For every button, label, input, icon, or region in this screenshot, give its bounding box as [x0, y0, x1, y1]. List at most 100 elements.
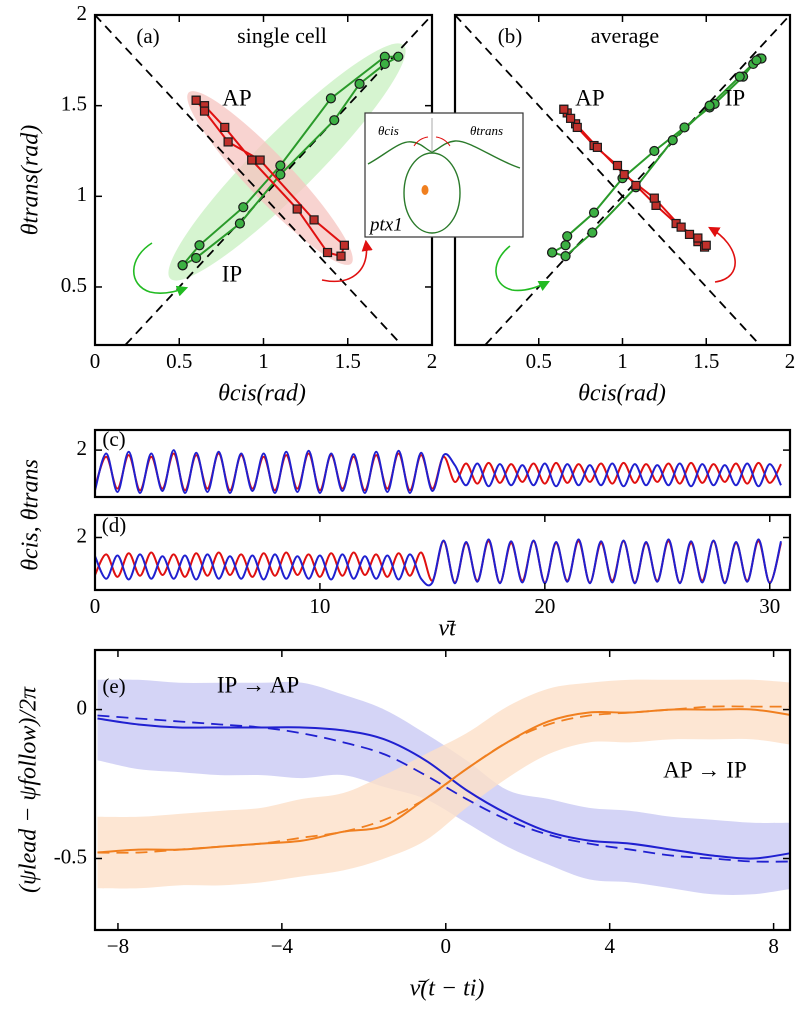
inset-frame: [364, 112, 524, 238]
marker: [679, 122, 690, 133]
marker: [322, 247, 333, 258]
axes-frame: [93, 648, 792, 932]
marker: [309, 215, 319, 225]
y-tick-label: 1: [77, 182, 88, 206]
inset-label: θcis: [378, 123, 399, 138]
ip-arrow: [133, 242, 189, 297]
loop-line: [181, 55, 399, 267]
line: [95, 538, 782, 587]
x-tick-label: 2: [785, 349, 796, 373]
marker: [325, 93, 336, 104]
x-axis-label: ν̄(t − ti): [410, 976, 485, 1002]
inset-label: θtrans: [470, 123, 503, 138]
ap-arrow: [708, 226, 736, 283]
series-label: AP: [575, 85, 604, 110]
marker: [194, 240, 205, 251]
panel-label: (a): [136, 24, 159, 48]
marker: [649, 193, 659, 203]
eyespot: [421, 185, 429, 195]
marker: [631, 180, 641, 191]
y-axis-label: (ψlead − ψfollow)/2π: [16, 686, 42, 893]
marker: [191, 95, 201, 105]
panel: [97, 679, 790, 895]
x-tick-label: 1: [258, 349, 269, 373]
series-label: IP → AP: [217, 672, 299, 697]
marker: [379, 58, 390, 70]
x-tick-label: 1: [617, 349, 628, 373]
fit-line: [97, 714, 790, 863]
series-label: AP: [222, 85, 251, 110]
series-label: AP → IP: [663, 757, 747, 782]
marker: [547, 247, 558, 258]
panel-label: (b): [498, 24, 523, 48]
cell: [403, 152, 461, 234]
marker: [565, 113, 576, 123]
marker: [275, 160, 286, 171]
x-tick-label: 20: [534, 594, 555, 618]
x-tick-label: 1.5: [335, 349, 361, 373]
marker: [292, 204, 302, 214]
y-tick-label: 2: [77, 1, 88, 25]
marker: [329, 115, 340, 126]
x-tick-label: 10: [309, 594, 330, 618]
marker: [275, 169, 286, 180]
marker: [339, 240, 349, 250]
marker: [667, 135, 678, 146]
axes-frame: [93, 513, 792, 592]
y-tick-label: 2: [77, 436, 88, 460]
series-label: IP: [725, 85, 745, 110]
y-axis-label: θcis, θtrans: [18, 459, 44, 571]
ap-arrow: [321, 239, 373, 283]
panel: [95, 15, 432, 345]
x-tick-label: −4: [271, 934, 294, 958]
panel-label: (c): [102, 427, 125, 451]
marker: [734, 71, 745, 82]
marker: [649, 145, 660, 157]
marker: [234, 218, 246, 229]
y-tick-label: 2: [77, 523, 88, 547]
angle-arc: [413, 136, 451, 147]
x-tick-label: 4: [604, 934, 615, 958]
line: [97, 708, 790, 854]
error-band: [97, 679, 790, 889]
panel: [455, 15, 790, 345]
x-tick-label: 8: [768, 934, 779, 958]
marker: [560, 251, 571, 262]
x-tick-label: 0: [441, 934, 452, 958]
marker: [676, 222, 686, 232]
marker: [336, 251, 346, 261]
y-tick-label: 0.5: [61, 273, 87, 297]
inset: θcis θtrans ptx1: [364, 112, 524, 238]
marker: [354, 78, 365, 90]
marker: [393, 51, 404, 62]
marker: [701, 240, 711, 250]
x-tick-label: 0.5: [166, 349, 192, 373]
y-axis-label: θtrans(rad): [18, 125, 44, 235]
marker: [588, 207, 600, 218]
x-tick-label: 0: [90, 594, 101, 618]
axes-frame: [93, 428, 792, 499]
x-tick-label: 2: [427, 349, 438, 373]
line: [95, 449, 782, 494]
panel-label: (d): [102, 513, 127, 537]
x-axis-label: θcis(rad): [218, 381, 306, 407]
x-tick-label: 0.5: [526, 349, 552, 373]
y-tick-label: 1.5: [61, 91, 87, 115]
anti-diagonal: [455, 15, 762, 345]
marker: [177, 260, 188, 271]
marker: [562, 231, 573, 242]
marker: [191, 252, 202, 264]
marker: [592, 142, 602, 152]
marker: [247, 155, 257, 165]
marker: [220, 122, 230, 133]
y-tick-label: 0: [77, 695, 88, 719]
marker: [559, 104, 569, 114]
marker: [684, 229, 695, 239]
inset-label: ptx1: [368, 214, 403, 235]
marker: [572, 122, 582, 133]
x-axis-label: θcis(rad): [578, 381, 666, 407]
panel-subtitle: average: [591, 23, 659, 48]
panel: [95, 449, 782, 494]
